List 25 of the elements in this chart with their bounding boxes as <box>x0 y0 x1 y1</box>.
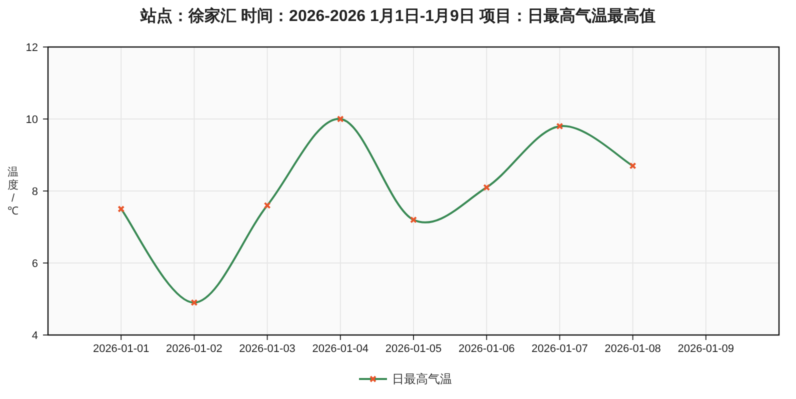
y-tick-label: 6 <box>32 258 38 270</box>
point <box>190 299 198 306</box>
chart-title: 站点：徐家汇 时间：2026-2026 1月1日-1月9日 项目：日最高气温最高值 <box>140 6 656 25</box>
legend-label: 日最高气温 <box>392 372 452 386</box>
y-tick-label: 12 <box>26 42 38 54</box>
y-tick-label: 8 <box>32 186 38 198</box>
point <box>556 122 564 130</box>
x-tick-label: 2026-01-08 <box>604 343 661 355</box>
point <box>410 216 417 224</box>
x-tick-label: 2026-01-07 <box>532 343 588 355</box>
x-tick-label: 2026-01-06 <box>458 343 515 355</box>
y-axis-title: 温度/℃ <box>8 166 18 218</box>
x-tick-label: 2026-01-01 <box>92 343 150 355</box>
y-tick-label: 10 <box>26 114 38 126</box>
x-tick-label: 2026-01-04 <box>312 343 369 355</box>
x-tick-label: 2026-01-09 <box>678 343 734 355</box>
x-tick-label: 2026-01-05 <box>385 343 442 355</box>
x-tick-label: 2026-01-02 <box>166 343 222 355</box>
point <box>264 202 271 209</box>
point <box>336 116 344 122</box>
point <box>629 162 636 170</box>
y-tick-label: 4 <box>32 330 38 342</box>
point <box>483 184 490 191</box>
point <box>118 206 125 212</box>
x-tick-label: 2026-01-03 <box>239 343 296 355</box>
